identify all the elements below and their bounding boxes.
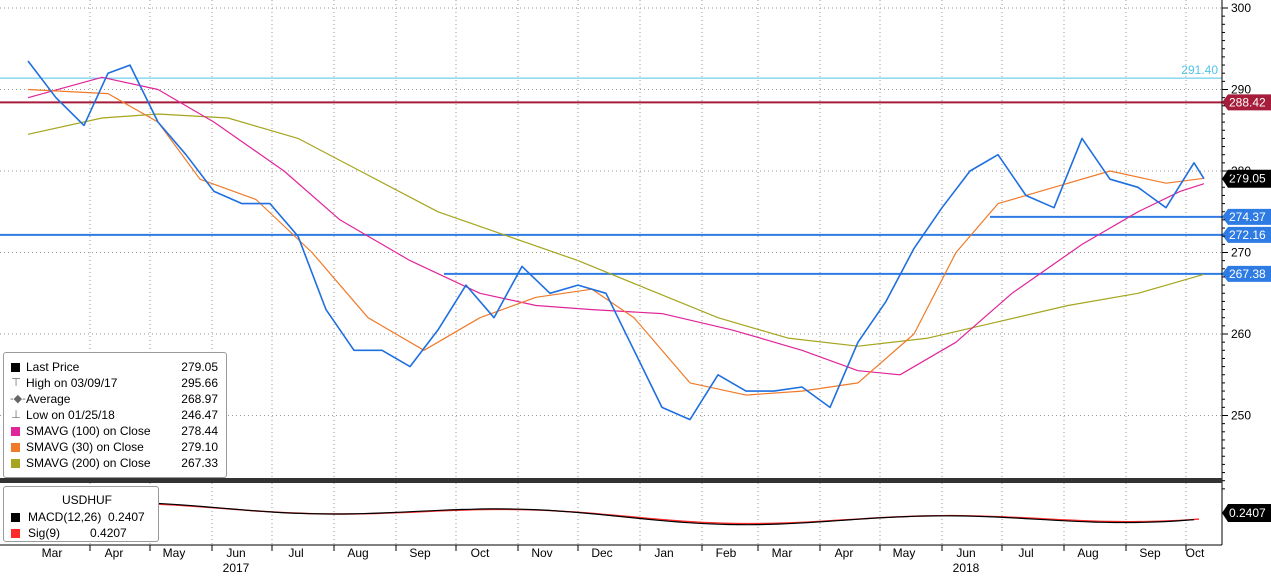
year-label: 2018: [953, 561, 980, 575]
legend-sma30-value: 279.10: [181, 440, 218, 454]
x-tick-label: Jun: [226, 546, 245, 560]
x-tick-label: Oct: [471, 546, 490, 560]
x-tick-label: May: [163, 546, 186, 560]
x-tick-label: Apr: [835, 546, 854, 560]
x-tick-label: May: [893, 546, 916, 560]
legend-last-price-label: Last Price: [26, 360, 80, 374]
x-tick-label: Jul: [1018, 546, 1033, 560]
level-label: 291.40: [1181, 63, 1218, 77]
legend-sma200-label: SMAVG (200) on Close: [26, 456, 151, 470]
last-price-tag-label: 279.05: [1229, 172, 1266, 186]
macd-panel: 0.2407: [3, 501, 1271, 526]
x-tick-label: Aug: [1077, 546, 1098, 560]
legend-sma100-label: SMAVG (100) on Close: [26, 424, 151, 438]
sig-swatch: [11, 529, 20, 538]
y-tick-label: 290: [1231, 83, 1251, 97]
sig-legend-label: Sig(9) 0.4207: [28, 526, 127, 540]
macd-legend-row: MACD(12,26) 0.2407: [4, 509, 154, 525]
x-tick-label: Aug: [347, 546, 368, 560]
sma200-swatch: [11, 459, 20, 468]
sma100-line: [27, 76, 1205, 376]
x-tick-label: Sep: [409, 546, 431, 560]
legend-sma30: SMAVG (30) on Close 279.10: [4, 439, 222, 455]
level-tag: 267.38: [1222, 265, 1271, 282]
sma30-line: [27, 88, 1205, 396]
legend-low-value: 246.47: [181, 408, 218, 422]
panel-divider: [0, 478, 1222, 483]
macd-last-tag: 0.2407: [1222, 504, 1271, 522]
legend-average-value: 268.97: [181, 392, 218, 406]
legend-high-value: 295.66: [181, 376, 218, 390]
legend-last-price-value: 279.05: [181, 360, 218, 374]
x-tick-label: Apr: [105, 546, 124, 560]
legend-low: ⊥ Low on 01/25/18 246.47: [4, 407, 222, 423]
price-legend: Last Price 279.05 ⊤ High on 03/09/17 295…: [3, 352, 227, 478]
low-marker-icon: ⊥: [11, 409, 21, 421]
level-tag-bg: [1222, 208, 1271, 225]
level-tag-label: 272.16: [1229, 228, 1266, 242]
level-tag-bg: [1222, 226, 1271, 243]
x-tick-label: Jul: [288, 546, 303, 560]
x-tick-label: Oct: [1186, 546, 1205, 560]
macd-last-tag-label: 0.2407: [1229, 506, 1266, 520]
level-tag: 288.42: [1222, 94, 1271, 111]
macd-legend: USDHUF MACD(12,26) 0.2407 Sig(9) 0.4207: [3, 486, 159, 542]
x-tick-label: Sep: [1139, 546, 1161, 560]
axes: 300 290 280 270 260 250 Mar Apr May Jun Jul Aug Sep O…: [0, 0, 1251, 575]
level-tag-label: 274.37: [1229, 210, 1266, 224]
macd-legend-title: USDHUF: [62, 493, 112, 507]
last-price-tag: 279.05: [1222, 169, 1271, 188]
average-marker-icon: -◆-: [10, 393, 26, 405]
legend-last-price: Last Price 279.05: [4, 359, 222, 375]
legend-sma200-value: 267.33: [181, 456, 218, 470]
horizontal-levels: 291.40 288.42 274.37 272.16 267.38: [0, 63, 1271, 282]
last-price-swatch: [11, 363, 20, 372]
sma200-line: [27, 113, 1205, 347]
level-tag-bg: [1222, 265, 1271, 282]
y-tick-label: 300: [1231, 1, 1251, 15]
macd-legend-label: MACD(12,26) 0.2407: [28, 510, 145, 524]
x-tick-label: Jan: [654, 546, 673, 560]
year-label: 2017: [223, 561, 250, 575]
level-tag-bg: [1222, 94, 1271, 111]
level-tag: 274.37: [1222, 208, 1271, 225]
legend-sma100: SMAVG (100) on Close 278.44: [4, 423, 222, 439]
x-tick-label: Mar: [772, 546, 793, 560]
y-tick-label: 280: [1231, 164, 1251, 178]
sig-legend-row: Sig(9) 0.4207: [4, 525, 154, 541]
legend-sma200: SMAVG (200) on Close 267.33: [4, 455, 222, 471]
y-tick-label: 250: [1231, 409, 1251, 423]
level-tag-label: 288.42: [1229, 95, 1266, 109]
high-marker-icon: ⊤: [11, 377, 21, 389]
x-tick-label: Nov: [531, 546, 552, 560]
x-tick-label: Mar: [42, 546, 63, 560]
y-tick-label: 270: [1231, 246, 1251, 260]
legend-high: ⊤ High on 03/09/17 295.66: [4, 375, 222, 391]
level-tag-label: 267.38: [1229, 267, 1266, 281]
legend-sma100-value: 278.44: [181, 424, 218, 438]
signal-line: [8, 502, 1200, 525]
legend-average-label: Average: [26, 392, 71, 406]
macd-line: [3, 501, 1195, 526]
level-tag: 272.16: [1222, 226, 1271, 243]
sma100-swatch: [11, 427, 20, 436]
legend-low-label: Low on 01/25/18: [26, 408, 115, 422]
sma30-swatch: [11, 443, 20, 452]
price-line: [27, 60, 1205, 421]
legend-average: -◆- Average 268.97: [4, 391, 222, 407]
macd-last-tag-bg: [1222, 504, 1271, 522]
macd-swatch: [11, 513, 20, 522]
legend-high-label: High on 03/09/17: [26, 376, 118, 390]
legend-sma30-label: SMAVG (30) on Close: [26, 440, 144, 454]
x-tick-label: Feb: [716, 546, 737, 560]
x-tick-label: Jun: [956, 546, 975, 560]
x-tick-label: Dec: [591, 546, 612, 560]
last-price-tag-bg: [1222, 169, 1271, 188]
price-series-group: 279.05: [27, 60, 1271, 421]
y-tick-label: 260: [1231, 327, 1251, 341]
